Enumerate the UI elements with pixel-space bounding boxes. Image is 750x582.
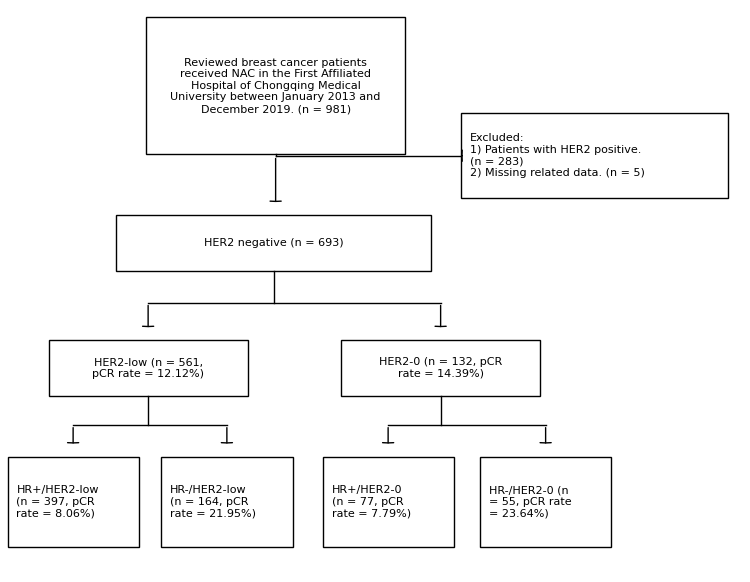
FancyBboxPatch shape — [146, 17, 405, 154]
Text: HR+/HER2-0
(n = 77, pCR
rate = 7.79%): HR+/HER2-0 (n = 77, pCR rate = 7.79%) — [332, 485, 411, 519]
FancyBboxPatch shape — [480, 457, 611, 547]
FancyBboxPatch shape — [341, 340, 540, 396]
Text: HR-/HER2-low
(n = 164, pCR
rate = 21.95%): HR-/HER2-low (n = 164, pCR rate = 21.95%… — [170, 485, 256, 519]
FancyBboxPatch shape — [461, 113, 728, 198]
Text: Excluded:
1) Patients with HER2 positive.
(n = 283)
2) Missing related data. (n : Excluded: 1) Patients with HER2 positive… — [470, 133, 645, 178]
Text: HR+/HER2-low
(n = 397, pCR
rate = 8.06%): HR+/HER2-low (n = 397, pCR rate = 8.06%) — [16, 485, 99, 519]
FancyBboxPatch shape — [322, 457, 454, 547]
FancyBboxPatch shape — [116, 215, 431, 271]
Text: HER2-low (n = 561,
pCR rate = 12.12%): HER2-low (n = 561, pCR rate = 12.12%) — [92, 357, 204, 379]
FancyBboxPatch shape — [161, 457, 292, 547]
FancyBboxPatch shape — [49, 340, 248, 396]
Text: HER2-0 (n = 132, pCR
rate = 14.39%): HER2-0 (n = 132, pCR rate = 14.39%) — [379, 357, 502, 379]
Text: HR-/HER2-0 (n
= 55, pCR rate
= 23.64%): HR-/HER2-0 (n = 55, pCR rate = 23.64%) — [489, 485, 572, 519]
FancyBboxPatch shape — [8, 457, 139, 547]
Text: Reviewed breast cancer patients
received NAC in the First Affiliated
Hospital of: Reviewed breast cancer patients received… — [170, 58, 381, 114]
Text: HER2 negative (n = 693): HER2 negative (n = 693) — [204, 238, 344, 248]
